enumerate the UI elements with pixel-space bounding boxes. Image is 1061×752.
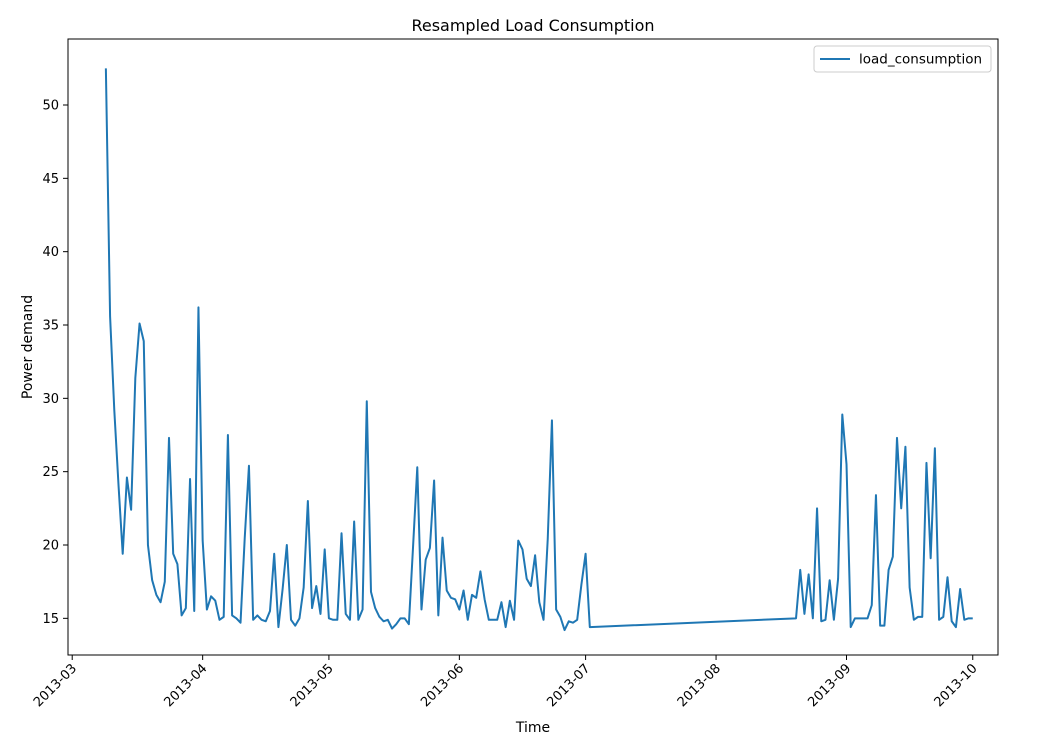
legend: load_consumption <box>813 45 992 73</box>
legend-label: load_consumption <box>859 52 982 68</box>
y-tick-label: 35 <box>42 319 59 334</box>
y-axis-label: Power demand <box>20 295 36 399</box>
series-line-load_consumption <box>104 68 973 632</box>
y-tick-label: 20 <box>42 539 59 554</box>
chart-title: Resampled Load Consumption <box>411 16 654 35</box>
y-tick-label: 50 <box>42 99 59 114</box>
x-axis-label: Time <box>515 720 550 736</box>
y-tick-label: 25 <box>42 465 59 480</box>
legend-box <box>813 45 992 73</box>
y-tick-label: 40 <box>42 245 59 260</box>
y-tick-label: 30 <box>42 392 59 407</box>
axes-frame <box>67 38 999 656</box>
y-axis: 15 20 25 30 35 40 45 50 <box>42 99 68 627</box>
plot-area <box>104 68 973 632</box>
y-tick-label: 45 <box>42 172 59 187</box>
y-tick-label: 15 <box>42 612 59 627</box>
